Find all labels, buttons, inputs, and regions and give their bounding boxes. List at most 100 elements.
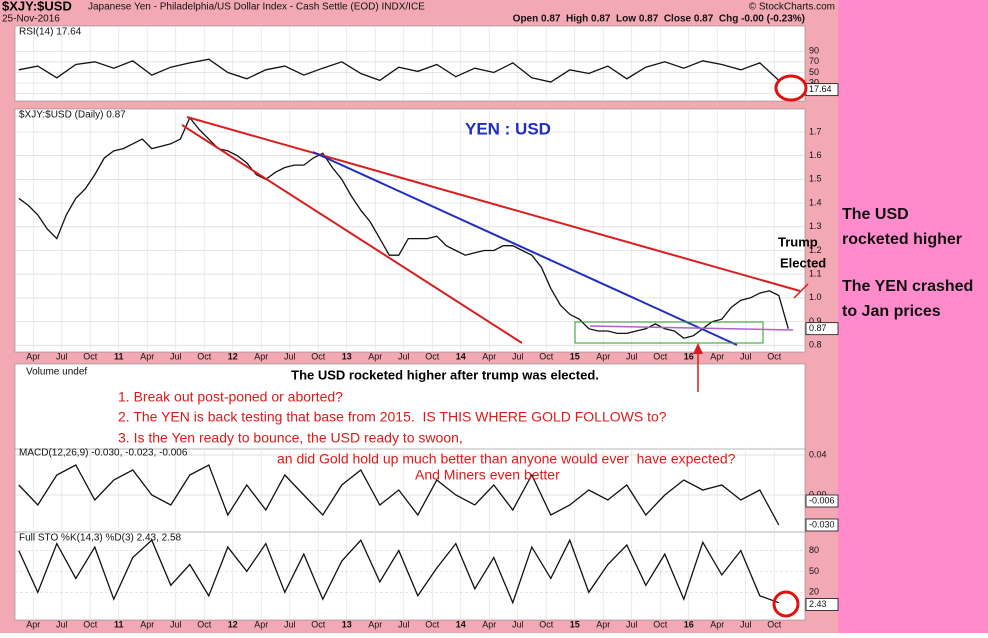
x-tick-label: Jul: [398, 351, 410, 361]
note: 1. Break out post-poned or aborted?: [118, 389, 343, 405]
x-tick-label: Oct: [83, 351, 98, 361]
y-tick-label: 1.7: [809, 126, 822, 136]
x-tick-label: Apr: [368, 619, 382, 629]
y-tick-label: 1.6: [809, 150, 822, 160]
x-tick-label: Jul: [740, 619, 752, 629]
panel-title: MACD(12,26,9) -0.030, -0.023, -0.006: [19, 448, 188, 459]
x-tick-label: Apr: [254, 619, 268, 629]
x-tick-label: Oct: [311, 351, 326, 361]
y-tick-label: 90: [809, 46, 819, 56]
trend-line: [186, 116, 801, 292]
x-tick-label: Apr: [596, 619, 610, 629]
value-box-label: 17.64: [809, 84, 832, 94]
x-tick-label: 12: [228, 619, 238, 629]
x-tick-label: 13: [342, 351, 352, 361]
x-tick-label: Oct: [83, 619, 98, 629]
note: an did Gold hold up much better than any…: [277, 451, 736, 467]
x-tick-label: 13: [342, 619, 352, 629]
price-line: [18, 538, 780, 605]
x-tick-label: Jul: [740, 351, 752, 361]
arrow: [793, 283, 809, 299]
trend-line: [312, 151, 738, 346]
volume-label: Volume undef: [26, 367, 87, 378]
x-tick-label: Apr: [482, 619, 496, 629]
side-note: The USD: [842, 206, 909, 223]
side-background: [838, 0, 988, 633]
x-tick-label: 15: [570, 619, 580, 629]
x-tick-label: Jul: [512, 351, 524, 361]
quote: Open 0.87 High 0.87 Low 0.87 Close 0.87 …: [513, 14, 805, 25]
highlight-circle: [774, 74, 808, 102]
x-tick-label: 16: [684, 351, 694, 361]
y-tick-label: 50: [809, 67, 819, 77]
panel: [14, 108, 806, 353]
x-tick-label: Oct: [653, 351, 668, 361]
y-tick-label: 1.5: [809, 174, 822, 184]
credit: © StockCharts.com: [749, 2, 835, 13]
y-tick-label: 20: [809, 587, 819, 597]
arrow-head: [693, 343, 703, 354]
x-tick-label: Jul: [512, 619, 524, 629]
x-tick-label: Oct: [425, 619, 440, 629]
x-tick-label: Jul: [170, 351, 182, 361]
x-tick-label: Apr: [710, 619, 724, 629]
x-tick-label: Apr: [140, 351, 154, 361]
value-box-label: -0.030: [809, 519, 835, 529]
panel: [14, 363, 806, 450]
caption: The USD rocketed higher after trump was …: [291, 367, 599, 382]
y-tick-label: 1.0: [809, 292, 822, 302]
x-tick-label: Apr: [368, 351, 382, 361]
support-line: [589, 325, 794, 331]
x-tick-label: Apr: [596, 351, 610, 361]
x-tick-label: Oct: [767, 351, 782, 361]
x-tick-label: Oct: [197, 619, 212, 629]
side-note: The YEN crashed: [842, 278, 973, 295]
x-tick-label: 11: [114, 619, 124, 629]
y-tick-label: 0.04: [809, 449, 827, 459]
panel: [14, 25, 806, 102]
y-tick-label: 70: [809, 56, 819, 66]
x-tick-label: Apr: [482, 351, 496, 361]
y-tick-label: 1.2: [809, 245, 822, 255]
x-tick-label: 11: [114, 351, 124, 361]
symbol: $XJY:$USD: [2, 0, 72, 13]
y-tick-label: 0.9: [809, 316, 822, 326]
y-tick-label: 1.4: [809, 197, 822, 207]
price-line: [18, 116, 789, 339]
highlight-circle: [772, 590, 800, 618]
value-box: [805, 322, 839, 336]
x-tick-label: Oct: [539, 351, 554, 361]
y-tick-label: 30: [809, 77, 819, 87]
x-tick-label: 12: [228, 351, 238, 361]
price-line: [18, 464, 780, 526]
x-tick-label: Oct: [653, 619, 668, 629]
annotations: $XJY:$USD Japanese Yen - Philadelphia/US…: [2, 0, 973, 618]
annotation: Trump: [778, 234, 818, 249]
y-tick-label: 1.1: [809, 269, 822, 279]
instrument-name: Japanese Yen - Philadelphia/US Dollar In…: [88, 2, 425, 13]
y-tick-label: 80: [809, 545, 819, 555]
x-tick-label: Jul: [626, 619, 638, 629]
side-note: to Jan prices: [842, 303, 941, 320]
x-tick-label: Jul: [398, 619, 410, 629]
x-tick-label: Oct: [311, 619, 326, 629]
panel-title: $XJY:$USD (Daily) 0.87: [19, 110, 126, 121]
y-tick-label: 50: [809, 566, 819, 576]
side-note: rocketed higher: [842, 231, 962, 248]
x-tick-label: Jul: [56, 351, 68, 361]
x-tick-label: Oct: [197, 351, 212, 361]
x-tick-label: 16: [684, 619, 694, 629]
x-tick-label: Jul: [284, 351, 296, 361]
value-box-label: 2.43: [809, 599, 827, 609]
annotation: Elected: [780, 255, 826, 270]
value-box-label: 0.87: [809, 323, 827, 333]
x-tick-label: Apr: [140, 619, 154, 629]
x-tick-label: Apr: [710, 351, 724, 361]
y-tick-label: 0.8: [809, 340, 822, 350]
x-tick-label: Oct: [767, 619, 782, 629]
x-tick-label: Jul: [56, 619, 68, 629]
x-tick-label: Oct: [425, 351, 440, 361]
panel-title: RSI(14) 17.64: [19, 27, 82, 38]
x-tick-label: Apr: [26, 351, 40, 361]
